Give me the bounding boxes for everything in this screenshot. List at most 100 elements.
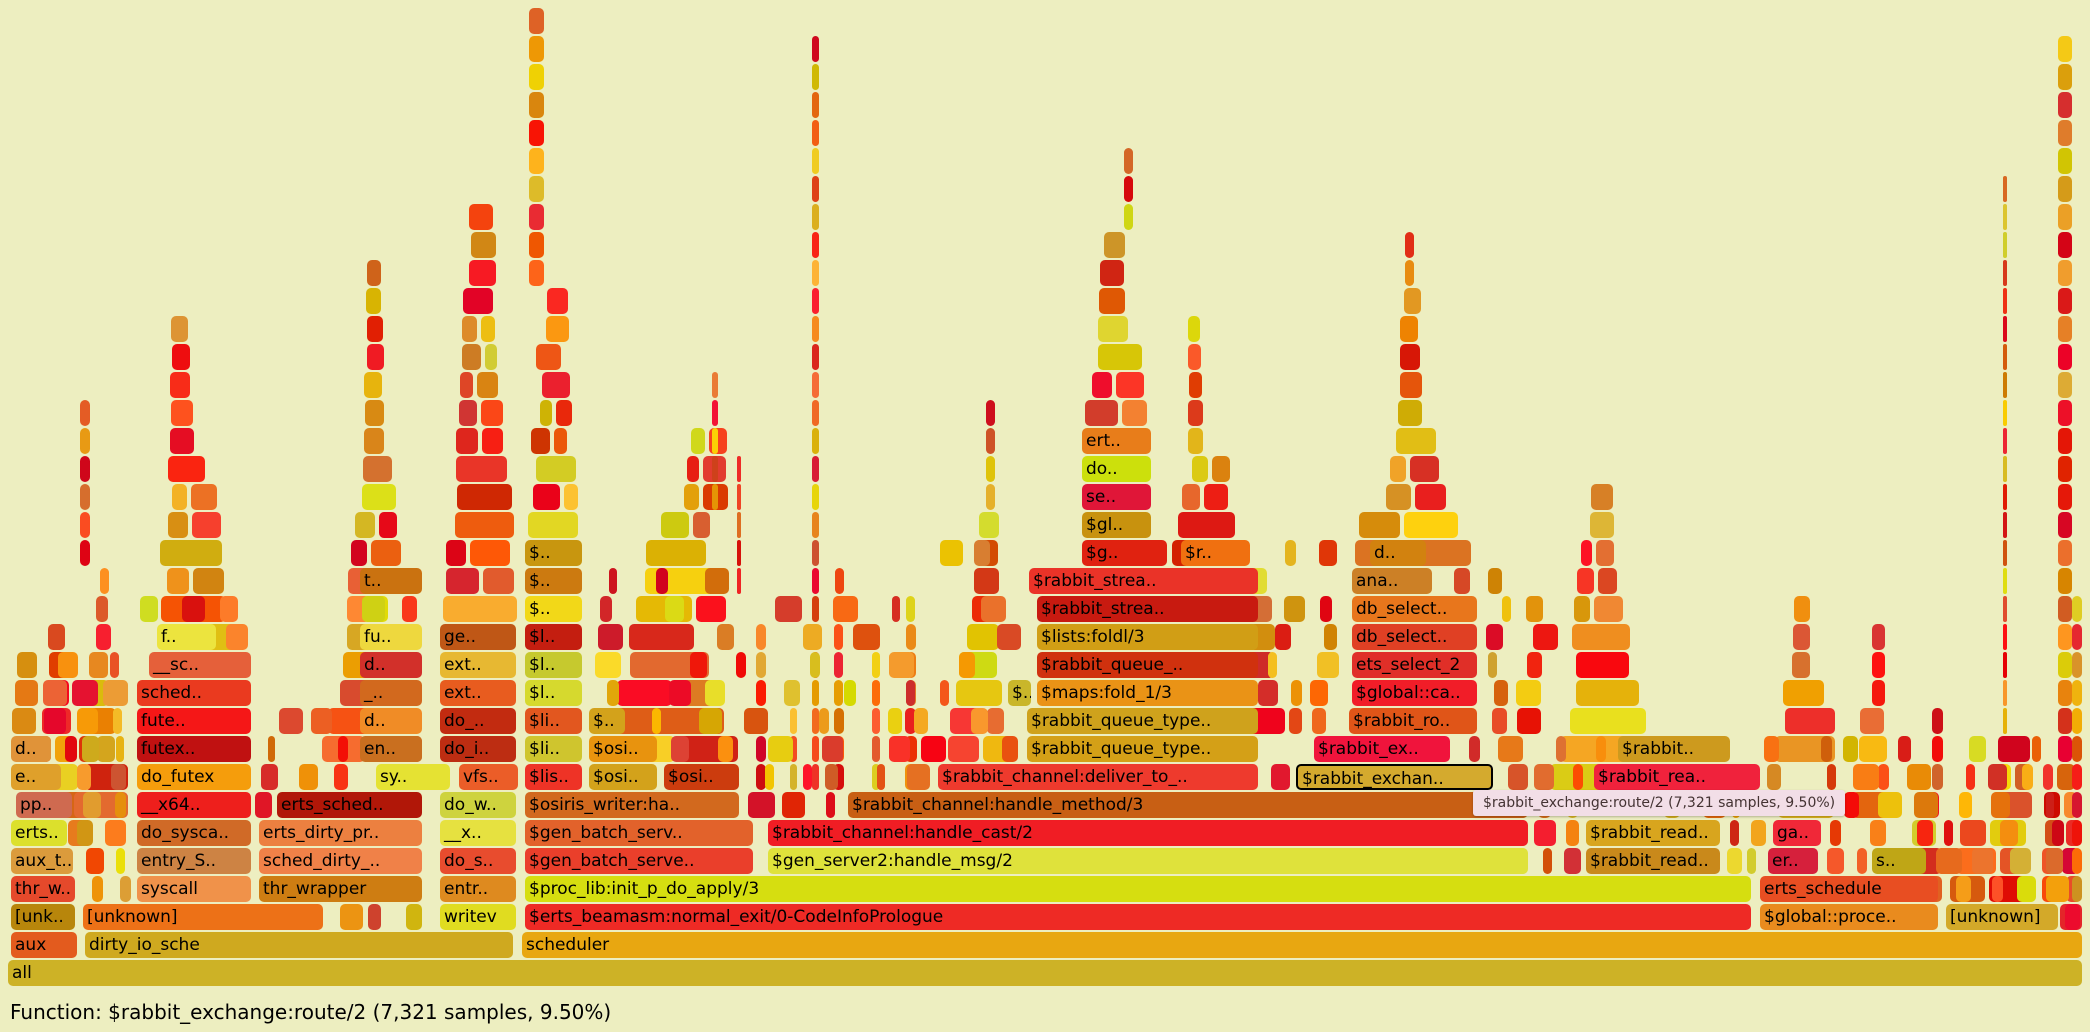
flame-block[interactable] [2045, 792, 2055, 818]
flame-block[interactable] [1469, 736, 1480, 762]
flame-block[interactable] [2058, 708, 2072, 734]
flame-block[interactable] [853, 624, 881, 650]
flame-block[interactable] [765, 764, 775, 790]
flame-block[interactable] [104, 820, 126, 846]
flame-block[interactable] [756, 736, 766, 762]
flame-block[interactable] [337, 736, 348, 762]
flame-block[interactable] [115, 792, 127, 818]
flame-block[interactable] [1971, 848, 1993, 874]
flame-block[interactable] [812, 36, 819, 62]
flame-block[interactable] [77, 764, 91, 790]
flame-block[interactable] [116, 848, 125, 874]
flame-block[interactable] [529, 260, 544, 286]
flame-block[interactable] [996, 624, 1022, 650]
flame-block[interactable] [219, 596, 239, 622]
flame-block[interactable] [468, 260, 497, 286]
flame-block[interactable] [1124, 148, 1133, 174]
flame-block[interactable] [986, 484, 995, 510]
flame-block[interactable] [1309, 680, 1328, 706]
flame-block[interactable] [1324, 624, 1337, 650]
flame-block[interactable] [948, 736, 980, 762]
flame-frame[interactable]: do.. [1082, 456, 1151, 482]
flame-block[interactable] [1494, 680, 1508, 706]
flame-block[interactable] [80, 540, 90, 566]
flame-block[interactable] [2058, 232, 2072, 258]
flame-block[interactable] [1590, 512, 1614, 538]
flame-block[interactable] [1497, 736, 1523, 762]
flame-block[interactable] [790, 708, 797, 734]
flame-block[interactable] [1872, 652, 1885, 678]
flame-block[interactable] [1398, 400, 1422, 426]
flame-block[interactable] [16, 652, 37, 678]
flame-block[interactable] [529, 232, 544, 258]
flame-block[interactable] [80, 456, 90, 482]
flame-frame[interactable]: all [8, 960, 2082, 986]
flame-frame[interactable]: $rabbit_rea.. [1594, 764, 1760, 790]
flame-block[interactable] [482, 568, 515, 594]
flame-block[interactable] [1792, 624, 1810, 650]
flame-block[interactable] [712, 484, 718, 510]
flame-block[interactable] [1320, 596, 1332, 622]
flame-block[interactable] [737, 540, 741, 566]
flame-block[interactable] [193, 568, 224, 594]
flame-frame[interactable]: $l.. [525, 680, 582, 706]
flame-block[interactable] [1959, 820, 1986, 846]
flame-frame[interactable]: ga.. [1773, 820, 1821, 846]
flame-frame[interactable]: $gen_server2:handle_msg/2 [768, 848, 1528, 874]
flame-frame[interactable]: $rabbit_queue_type.. [1027, 708, 1258, 734]
flame-block[interactable] [2072, 876, 2082, 902]
flame-block[interactable] [480, 400, 503, 426]
flame-block[interactable] [905, 680, 916, 706]
flame-frame[interactable]: ets_select_2 [1352, 652, 1477, 678]
flame-frame[interactable]: fu.. [360, 624, 422, 650]
flame-block[interactable] [1898, 736, 1912, 762]
flame-frame[interactable]: $rabbit_strea.. [1029, 568, 1258, 594]
flame-block[interactable] [71, 680, 99, 706]
flame-block[interactable] [2045, 848, 2063, 874]
flame-frame[interactable]: $rabbit_channel:deliver_to_.. [938, 764, 1258, 790]
flame-block[interactable] [737, 512, 741, 538]
flame-block[interactable] [354, 512, 376, 538]
flame-block[interactable] [2002, 204, 2007, 230]
flame-block[interactable] [835, 568, 844, 594]
flame-block[interactable] [401, 596, 418, 622]
flame-block[interactable] [1396, 428, 1436, 454]
flame-block[interactable] [405, 904, 422, 930]
flame-block[interactable] [812, 764, 819, 790]
flame-block[interactable] [2002, 344, 2007, 370]
flame-block[interactable] [691, 428, 705, 454]
flame-frame[interactable]: fute.. [137, 708, 251, 734]
flame-block[interactable] [1596, 736, 1606, 762]
flame-block[interactable] [1597, 568, 1618, 594]
flame-block[interactable] [456, 484, 512, 510]
flame-block[interactable] [11, 708, 36, 734]
flame-block[interactable] [737, 568, 741, 594]
flame-block[interactable] [905, 736, 917, 762]
flame-block[interactable] [2002, 456, 2007, 482]
flame-block[interactable] [712, 428, 718, 454]
flame-block[interactable] [1268, 652, 1278, 678]
flame-block[interactable] [606, 680, 619, 706]
flame-block[interactable] [833, 764, 844, 790]
flame-block[interactable] [1405, 232, 1414, 258]
flame-block[interactable] [905, 708, 917, 734]
flame-block[interactable] [110, 652, 120, 678]
flame-block[interactable] [58, 652, 78, 678]
flame-frame[interactable]: $osiris_writer:ha.. [525, 792, 739, 818]
flame-block[interactable] [1390, 456, 1407, 482]
flame-block[interactable] [172, 484, 188, 510]
flame-frame[interactable]: $.. [1008, 680, 1031, 706]
flame-block[interactable] [1502, 596, 1511, 622]
flame-frame[interactable]: $l.. [525, 624, 582, 650]
flame-frame[interactable]: [unknown] [83, 904, 323, 930]
flame-block[interactable] [361, 596, 386, 622]
flame-block[interactable] [564, 484, 578, 510]
flame-block[interactable] [2002, 596, 2007, 622]
flame-block[interactable] [462, 288, 493, 314]
flame-block[interactable] [986, 428, 995, 454]
flame-block[interactable] [1404, 512, 1458, 538]
flame-block[interactable] [833, 596, 858, 622]
flame-block[interactable] [1212, 456, 1230, 482]
flame-block[interactable] [812, 708, 819, 734]
flame-block[interactable] [2058, 64, 2072, 90]
